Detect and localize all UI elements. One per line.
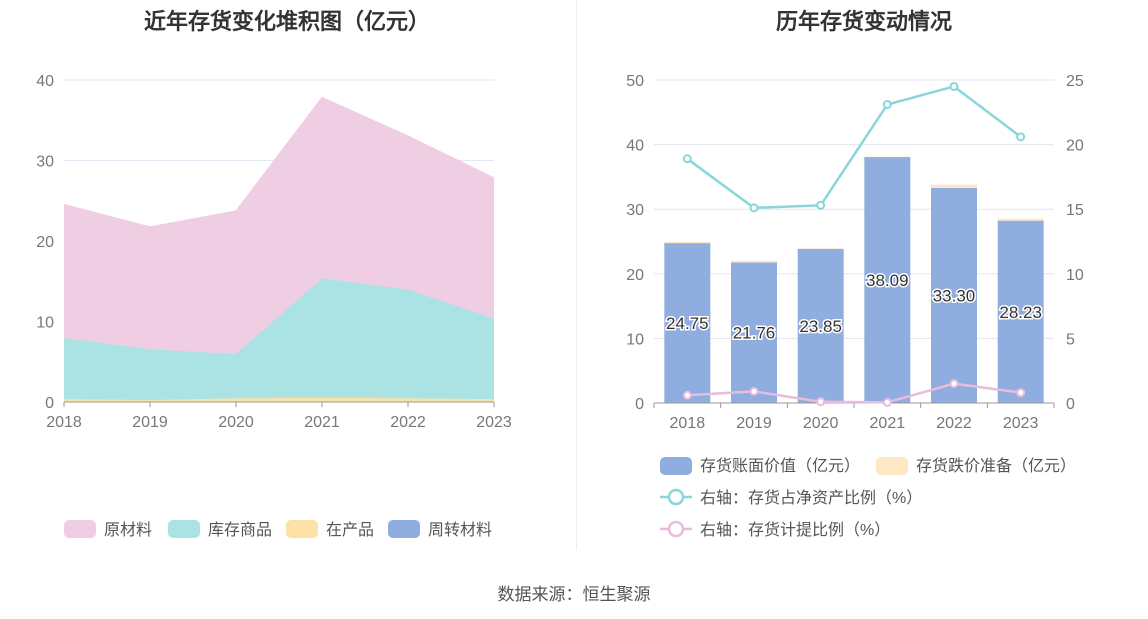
legend-swatch-book-value bbox=[660, 457, 692, 475]
x-tick-label: 2018 bbox=[46, 414, 82, 431]
bar-value-label: 38.09 bbox=[866, 271, 909, 290]
y-tick-label: 40 bbox=[626, 138, 644, 155]
x-tick-label: 2023 bbox=[1003, 415, 1039, 432]
bar-value-label: 24.75 bbox=[666, 314, 709, 333]
left-chart-title: 近年存货变化堆积图（亿元） bbox=[143, 9, 430, 34]
area-raw-materials bbox=[64, 97, 494, 355]
y2-tick-label: 25 bbox=[1066, 73, 1084, 90]
y2-tick-label: 15 bbox=[1066, 202, 1084, 219]
panel-divider bbox=[576, 0, 577, 550]
y-tick-label: 0 bbox=[45, 395, 54, 412]
bar-line-chart: 0 10 20 30 40 50 0 5 10 15 20 25 24.75 21.76 23.85 38.0… bbox=[626, 73, 1084, 539]
legend-label: 右轴：存货计提比例（%） bbox=[700, 521, 890, 539]
bar-impairment bbox=[931, 184, 977, 188]
y-tick-label: 20 bbox=[36, 234, 54, 251]
bar-book-value bbox=[797, 248, 844, 403]
legend-label: 原材料 bbox=[104, 521, 152, 539]
bar-impairment bbox=[997, 218, 1044, 221]
y-tick-label: 20 bbox=[626, 267, 644, 284]
stacked-area-chart: 0 10 20 30 40 2018 2019 2020 2021 2022 2023 原材料 库存商品… bbox=[36, 73, 512, 539]
bar-impairment bbox=[664, 241, 711, 244]
bar-impairment bbox=[797, 248, 844, 249]
area-inventory-goods bbox=[64, 278, 494, 400]
x-tick-label: 2022 bbox=[936, 415, 972, 432]
x-tick-label: 2019 bbox=[736, 415, 772, 432]
y2-tick-label: 20 bbox=[1066, 138, 1084, 155]
legend-marker bbox=[667, 488, 685, 506]
legend-label: 在产品 bbox=[326, 521, 374, 539]
line-ratio-net-assets bbox=[686, 85, 1022, 210]
line-point bbox=[1016, 132, 1026, 142]
x-tick-label: 2020 bbox=[218, 414, 254, 431]
y2-tick-label: 0 bbox=[1066, 396, 1075, 413]
data-source-note: 数据来源：恒生聚源 bbox=[497, 585, 651, 604]
legend-label: 存货账面价值（亿元） bbox=[700, 457, 860, 475]
right-chart-title: 历年存货变动情况 bbox=[775, 9, 952, 34]
legend-label: 右轴：存货占净资产比例（%） bbox=[700, 489, 922, 507]
legend-label: 周转材料 bbox=[428, 521, 492, 539]
y-tick-label: 40 bbox=[36, 73, 54, 90]
bar-book-value bbox=[864, 156, 911, 403]
legend-label: 库存商品 bbox=[208, 521, 272, 539]
bar-book-value bbox=[997, 220, 1044, 403]
line-point bbox=[949, 81, 959, 91]
y-tick-label: 0 bbox=[635, 396, 644, 413]
y-tick-label: 10 bbox=[36, 315, 54, 332]
line-point bbox=[882, 100, 892, 110]
area-edge-raw-materials bbox=[63, 96, 495, 228]
bar-value-label: 33.30 bbox=[933, 286, 976, 305]
y-tick-label: 30 bbox=[626, 202, 644, 219]
legend-swatch-inventory-goods bbox=[168, 520, 200, 538]
line-point bbox=[816, 200, 826, 210]
legend-label: 存货跌价准备（亿元） bbox=[916, 457, 1076, 475]
bar-value-label: 28.23 bbox=[999, 303, 1042, 322]
y2-tick-label: 5 bbox=[1066, 331, 1075, 348]
bar-value-label: 23.85 bbox=[799, 317, 842, 336]
x-tick-label: 2021 bbox=[304, 414, 340, 431]
line-point bbox=[682, 154, 692, 164]
legend-swatch-wip bbox=[286, 520, 318, 538]
y-tick-label: 50 bbox=[626, 73, 644, 90]
legend-swatch-raw-materials bbox=[64, 520, 96, 538]
bar-book-value bbox=[664, 243, 711, 403]
x-tick-label: 2023 bbox=[476, 414, 512, 431]
y2-tick-label: 10 bbox=[1066, 267, 1084, 284]
legend-swatch-impairment bbox=[876, 457, 908, 475]
line-point bbox=[816, 397, 826, 407]
x-tick-label: 2020 bbox=[803, 415, 839, 432]
bar-impairment bbox=[731, 260, 777, 263]
x-tick-label: 2019 bbox=[132, 414, 168, 431]
line-point bbox=[682, 390, 692, 400]
y-tick-label: 30 bbox=[36, 154, 54, 171]
y-tick-label: 10 bbox=[626, 331, 644, 348]
line-point bbox=[749, 386, 759, 396]
line-point bbox=[882, 397, 892, 407]
bar-book-value bbox=[731, 262, 777, 403]
line-point bbox=[749, 203, 759, 213]
legend-marker bbox=[667, 520, 685, 538]
bar-value-label: 21.76 bbox=[733, 324, 776, 343]
bar-book-value bbox=[931, 187, 977, 403]
bar-impairment bbox=[864, 156, 911, 158]
line-provision-ratio bbox=[687, 382, 1021, 404]
x-tick-label: 2022 bbox=[390, 414, 426, 431]
line-point bbox=[1016, 388, 1026, 398]
x-tick-label: 2018 bbox=[670, 415, 706, 432]
legend-swatch-turnover-materials bbox=[388, 520, 420, 538]
x-tick-label: 2021 bbox=[870, 415, 906, 432]
line-point bbox=[949, 379, 959, 389]
